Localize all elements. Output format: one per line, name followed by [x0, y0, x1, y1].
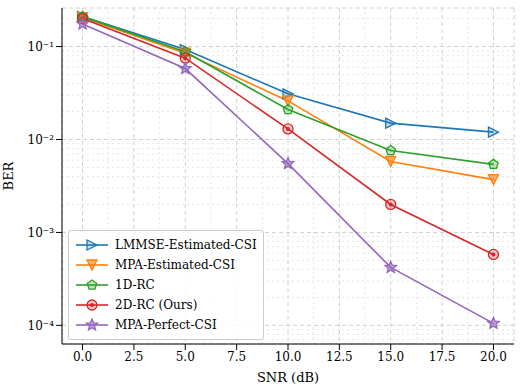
svg-text:SNR (dB): SNR (dB): [257, 370, 319, 384]
html-text:LMMSE-Estimated-CSI: LMMSE-Estimated-CSI: [115, 238, 257, 252]
svg-text:7.5: 7.5: [227, 350, 246, 364]
svg-text:12.5: 12.5: [326, 350, 353, 364]
svg-text:10⁻²: 10⁻²: [28, 133, 55, 147]
svg-text:5.0: 5.0: [176, 350, 195, 364]
html-text:MPA-Estimated-CSI: MPA-Estimated-CSI: [115, 258, 235, 272]
svg-text:15.0: 15.0: [377, 350, 404, 364]
svg-text:10.0: 10.0: [275, 350, 302, 364]
svg-text:10⁻¹: 10⁻¹: [28, 40, 54, 54]
svg-text:17.5: 17.5: [429, 350, 456, 364]
html-text:2D-RC (Ours): 2D-RC (Ours): [115, 298, 198, 312]
svg-text:10⁻³: 10⁻³: [28, 226, 55, 240]
svg-text:2.5: 2.5: [124, 350, 143, 364]
svg-text:10⁻⁴: 10⁻⁴: [28, 319, 55, 333]
svg-text:BER: BER: [8, 160, 16, 190]
svg-text:0.0: 0.0: [73, 350, 92, 364]
svg-text:20.0: 20.0: [480, 350, 507, 364]
html-text:1D-RC: 1D-RC: [115, 278, 155, 292]
html-text:MPA-Perfect-CSI: MPA-Perfect-CSI: [115, 318, 217, 332]
